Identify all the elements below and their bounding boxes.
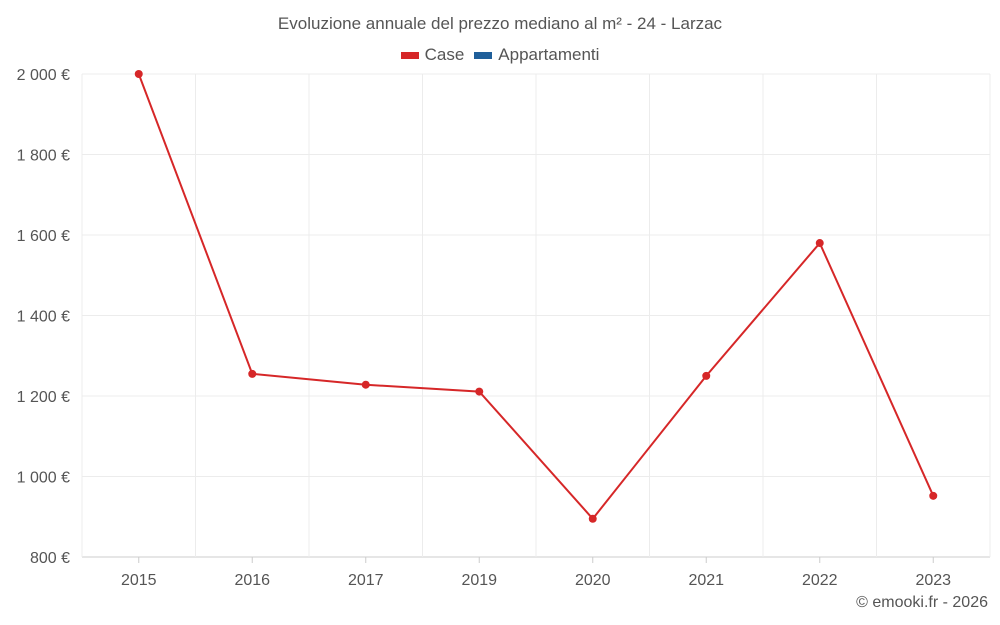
y-tick-label: 1 000 € [17,470,70,487]
x-tick-label: 2022 [802,572,838,589]
chart-series [134,70,938,523]
data-point [815,239,824,248]
x-tick-label: 2023 [915,572,951,589]
x-tick-label: 2021 [688,572,724,589]
data-point [361,380,370,389]
data-point [475,387,484,396]
series-line-case [137,73,935,521]
legend-swatch-case [400,51,419,59]
y-tick-label: 1 800 € [17,148,70,165]
y-tick-label: 1 600 € [17,228,70,245]
x-tick-label: 2019 [461,572,497,589]
chart-grid [81,73,991,558]
y-tick-label: 1 400 € [17,309,70,326]
x-tick-label: 2020 [575,572,611,589]
x-tick-label: 2017 [348,572,384,589]
data-point [248,369,257,378]
x-tick-label: 2016 [234,572,270,589]
data-point [929,491,938,500]
y-tick-label: 800 € [30,550,70,567]
data-point [134,70,143,78]
legend-item-appartamenti[interactable]: Appartamenti [474,45,599,65]
chart-title: Evoluzione annuale del prezzo mediano al… [277,14,723,33]
y-axis: 800 € 1 000 € 1 200 € 1 400 € 1 600 € 1 800 €… [17,67,70,567]
copyright-text: © emooki.fr - 2026 [856,594,988,611]
y-tick-label: 1 200 € [17,389,70,406]
legend-label-appartamenti: Appartamenti [498,45,600,64]
chart-legend: Case Appartamenti [0,45,1000,65]
y-tick-label: 2 000 € [17,67,70,84]
data-point [702,371,711,380]
data-point [588,514,597,523]
x-axis: 2015 2016 2017 2019 2020 2021 2022 2023 [121,557,951,589]
legend-label-case: Case [424,45,465,64]
legend-swatch-appartamenti [474,51,493,59]
legend-item-case[interactable]: Case [400,45,465,65]
x-tick-label: 2015 [121,572,157,589]
